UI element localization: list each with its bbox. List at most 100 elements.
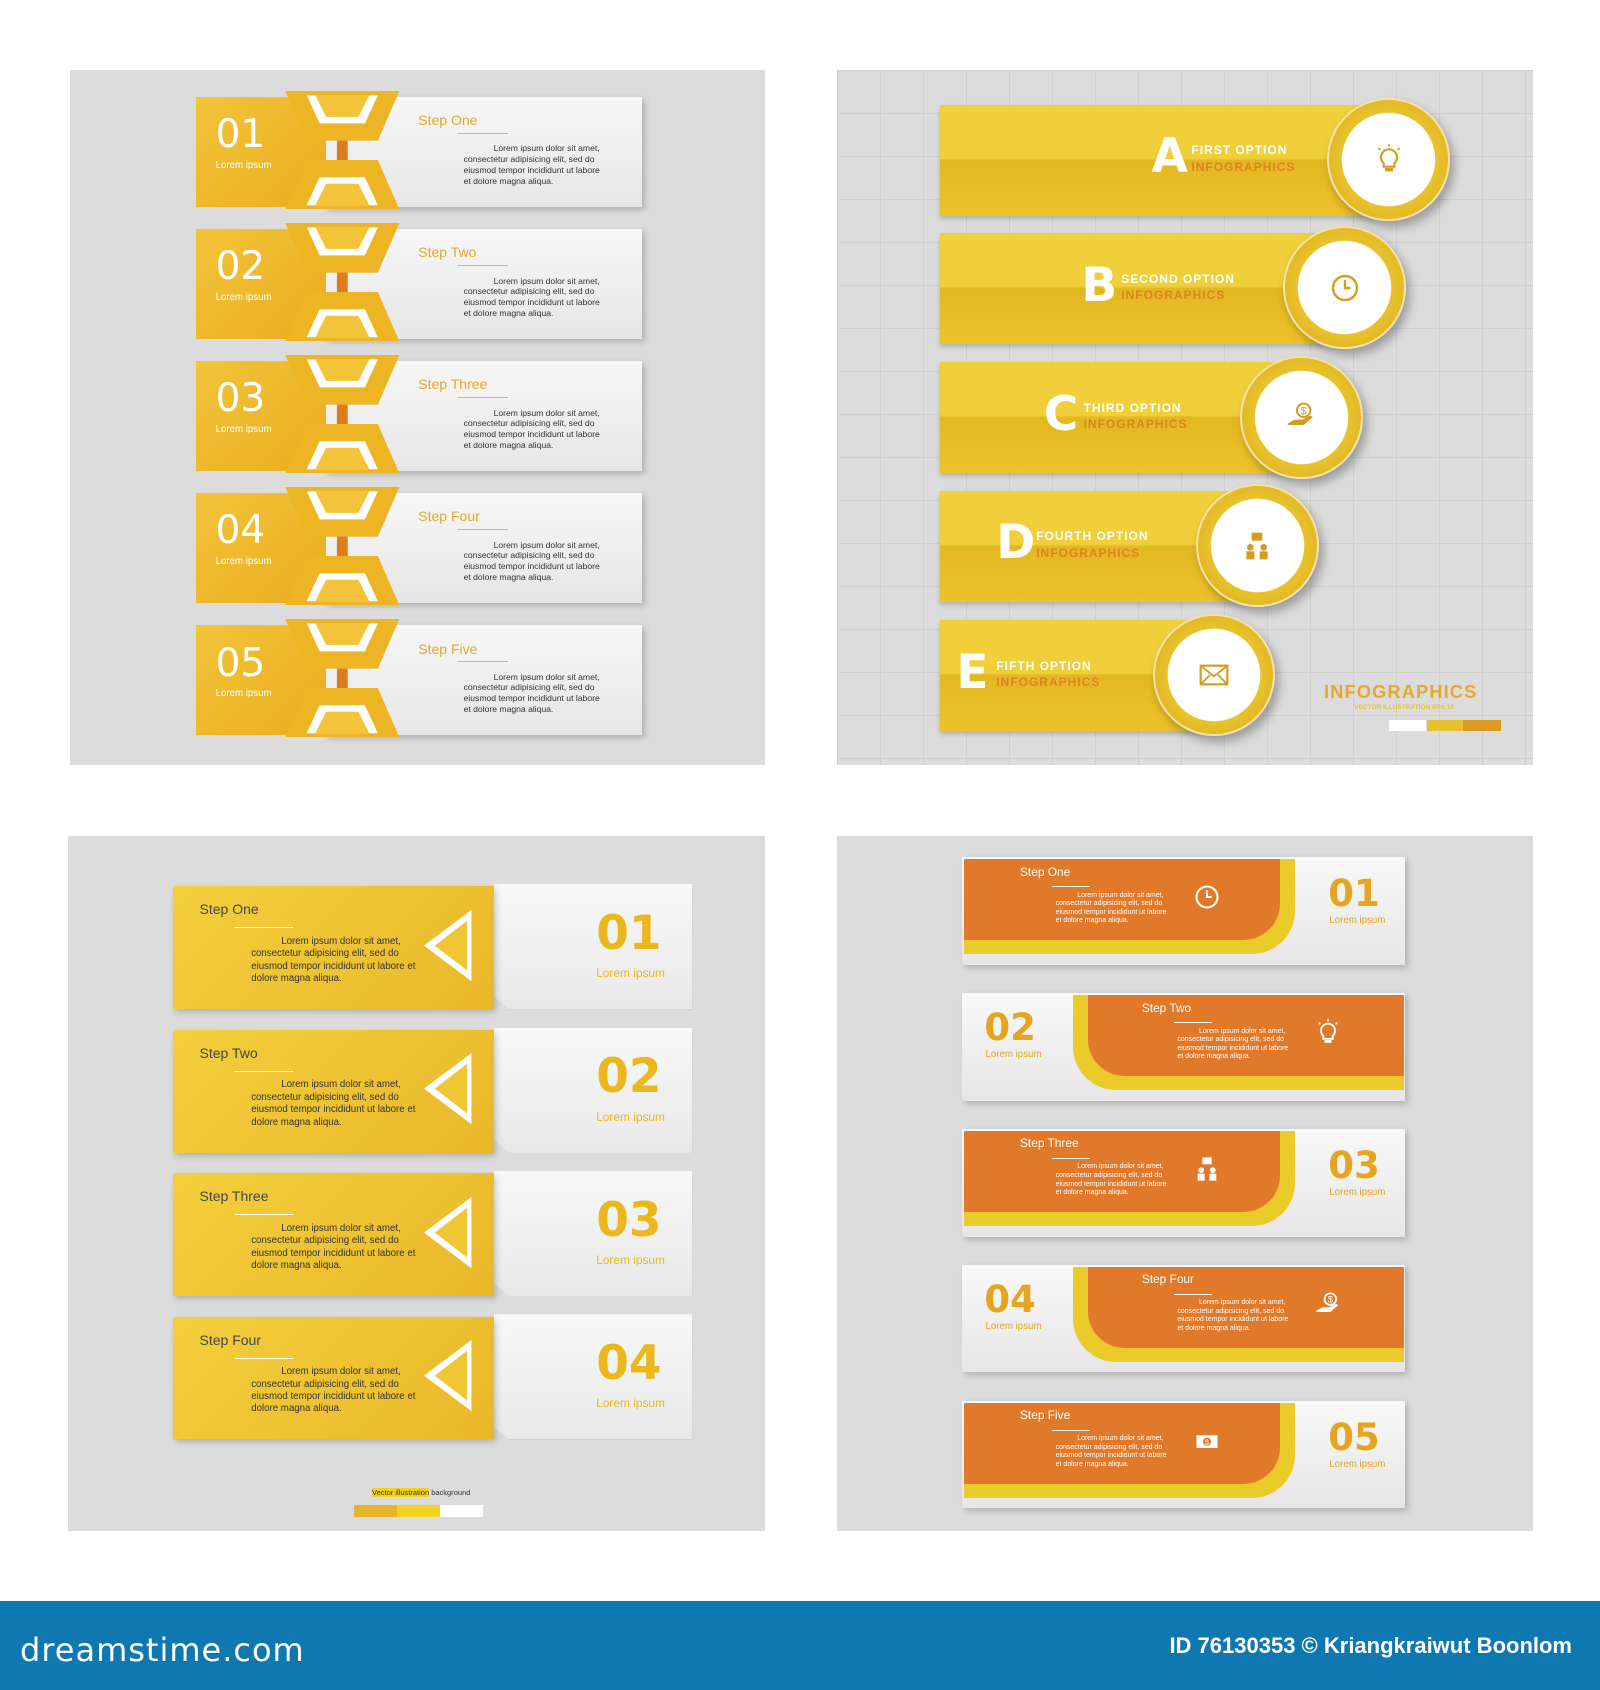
title-underline xyxy=(235,1357,294,1359)
step-description: Lorem ipsum dolor sit amet, consectetur … xyxy=(463,407,600,450)
title-underline xyxy=(1052,1429,1090,1431)
option-subtitle: INFOGRAPHICS xyxy=(1036,545,1141,560)
step-number: 02 xyxy=(596,1049,662,1105)
option-bar xyxy=(940,232,1345,344)
step-title: Step Two xyxy=(199,1044,258,1061)
option-title: SECOND OPTION xyxy=(1121,271,1235,286)
lightbulb-icon xyxy=(1314,1018,1342,1047)
step-number: 03 xyxy=(596,1192,662,1248)
footer-label: Vector illustration background xyxy=(372,1487,470,1497)
number-card xyxy=(493,884,693,1010)
hand-dollar-icon: $ xyxy=(1285,401,1317,433)
lightbulb-icon xyxy=(1373,143,1405,176)
step-number: 02 xyxy=(984,1006,1036,1049)
step-number: 01 xyxy=(596,905,662,961)
step-title: Step Three xyxy=(418,376,488,393)
step-number: 01 xyxy=(215,112,266,158)
orange-step-block xyxy=(963,1131,1280,1212)
title-underline xyxy=(235,1070,294,1072)
option-letter: C xyxy=(1043,387,1079,443)
step-number: 05 xyxy=(215,640,266,686)
hexagon-connector xyxy=(283,222,402,342)
orange-step-block xyxy=(963,859,1280,941)
step-title: Step One xyxy=(1020,864,1071,879)
option-title: THIRD OPTION xyxy=(1083,401,1182,416)
step-title: Step One xyxy=(199,901,259,918)
option-letter: A xyxy=(1151,129,1188,185)
step-description: Lorem ipsum dolor sit amet, consectetur … xyxy=(251,1222,416,1271)
hexagon-shape xyxy=(284,222,399,342)
option-subtitle: INFOGRAPHICS xyxy=(996,675,1101,689)
infographics-title: INFOGRAPHICS xyxy=(1324,681,1478,703)
option-circle[interactable] xyxy=(1195,484,1319,607)
hand-dollar-icon: $ xyxy=(1314,1291,1342,1319)
hexagon-connector xyxy=(283,354,402,474)
triangle-arrow-icon xyxy=(423,1340,473,1412)
option-subtitle: INFOGRAPHICS xyxy=(1191,159,1296,174)
option-circle[interactable] xyxy=(1283,226,1406,350)
option-title: FIRST OPTION xyxy=(1191,143,1288,158)
option-circle[interactable]: $ xyxy=(1239,355,1363,479)
step-title: Step Two xyxy=(418,244,477,261)
step-title: Step Five xyxy=(418,640,478,657)
step-subtitle: Lorem ipsum xyxy=(215,159,272,171)
step-title: Step Four xyxy=(418,508,480,525)
hexagon-shape xyxy=(284,90,399,210)
step-subtitle: Lorem ipsum xyxy=(215,423,272,435)
option-subtitle: INFOGRAPHICS xyxy=(1083,417,1188,432)
title-underline xyxy=(458,264,508,266)
triangle-arrow-icon xyxy=(423,1196,473,1268)
title-underline xyxy=(1052,1158,1090,1160)
org-chart-icon xyxy=(1193,1155,1221,1183)
step-subtitle: Lorem ipsum xyxy=(215,555,272,567)
step-subtitle: Lorem ipsum xyxy=(985,1320,1042,1332)
title-underline xyxy=(458,396,508,398)
option-title: FOURTH OPTION xyxy=(1036,529,1149,544)
title-underline xyxy=(458,660,508,662)
color-swatch xyxy=(396,1505,440,1518)
orange-step-block xyxy=(1087,995,1404,1077)
hexagon-connector xyxy=(283,90,402,210)
number-card xyxy=(493,1314,693,1440)
clock-icon xyxy=(1329,272,1361,304)
envelope-icon xyxy=(1198,659,1230,691)
step-subtitle: Lorem ipsum xyxy=(1329,1187,1386,1199)
hexagon-connector xyxy=(283,618,402,738)
step-title: Step Three xyxy=(1020,1136,1079,1151)
option-circle[interactable] xyxy=(1327,98,1451,221)
step-description: Lorem ipsum dolor sit amet, consectetur … xyxy=(251,1079,416,1128)
step-number: 04 xyxy=(984,1277,1036,1321)
dreamstime-logo[interactable]: dreamstime.com xyxy=(20,1631,305,1669)
step-number: 02 xyxy=(215,244,266,290)
hexagon-shape xyxy=(284,486,399,606)
option-subtitle: INFOGRAPHICS xyxy=(1121,287,1226,302)
number-card xyxy=(493,1027,693,1153)
step-number: 03 xyxy=(1328,1144,1380,1187)
image-credit: ID 76130353 © Kriangkraiwut Boonlom xyxy=(1169,1633,1572,1658)
option-letter: B xyxy=(1081,257,1118,313)
step-subtitle: Lorem ipsum xyxy=(596,1109,665,1124)
option-circle[interactable] xyxy=(1152,613,1276,737)
svg-text:$: $ xyxy=(1301,406,1307,418)
orange-step-block xyxy=(963,1402,1280,1484)
footer-highlight: Vector illustration xyxy=(372,1487,430,1497)
step-subtitle: Lorem ipsum xyxy=(1329,1458,1386,1470)
step-description: Lorem ipsum dolor sit amet, consectetur … xyxy=(463,143,600,186)
step-subtitle: Lorem ipsum xyxy=(1329,915,1386,927)
step-description: Lorem ipsum dolor sit amet, consectetur … xyxy=(463,539,600,582)
step-title: Step Five xyxy=(1020,1408,1071,1423)
org-chart-icon xyxy=(1241,530,1273,562)
title-underline xyxy=(235,927,294,929)
infographics-subtitle: VECTOR ILLUSTRATION EPS 10 xyxy=(1354,704,1454,712)
step-number: 04 xyxy=(215,508,266,554)
step-subtitle: Lorem ipsum xyxy=(596,1252,665,1267)
step-number: 03 xyxy=(215,376,266,422)
title-underline xyxy=(1174,1293,1212,1295)
hexagon-shape xyxy=(284,618,399,738)
title-underline xyxy=(458,132,508,134)
color-swatch xyxy=(353,1505,397,1518)
orange-step-block xyxy=(1087,1266,1404,1348)
color-swatch xyxy=(439,1505,483,1518)
option-bar xyxy=(940,104,1389,216)
